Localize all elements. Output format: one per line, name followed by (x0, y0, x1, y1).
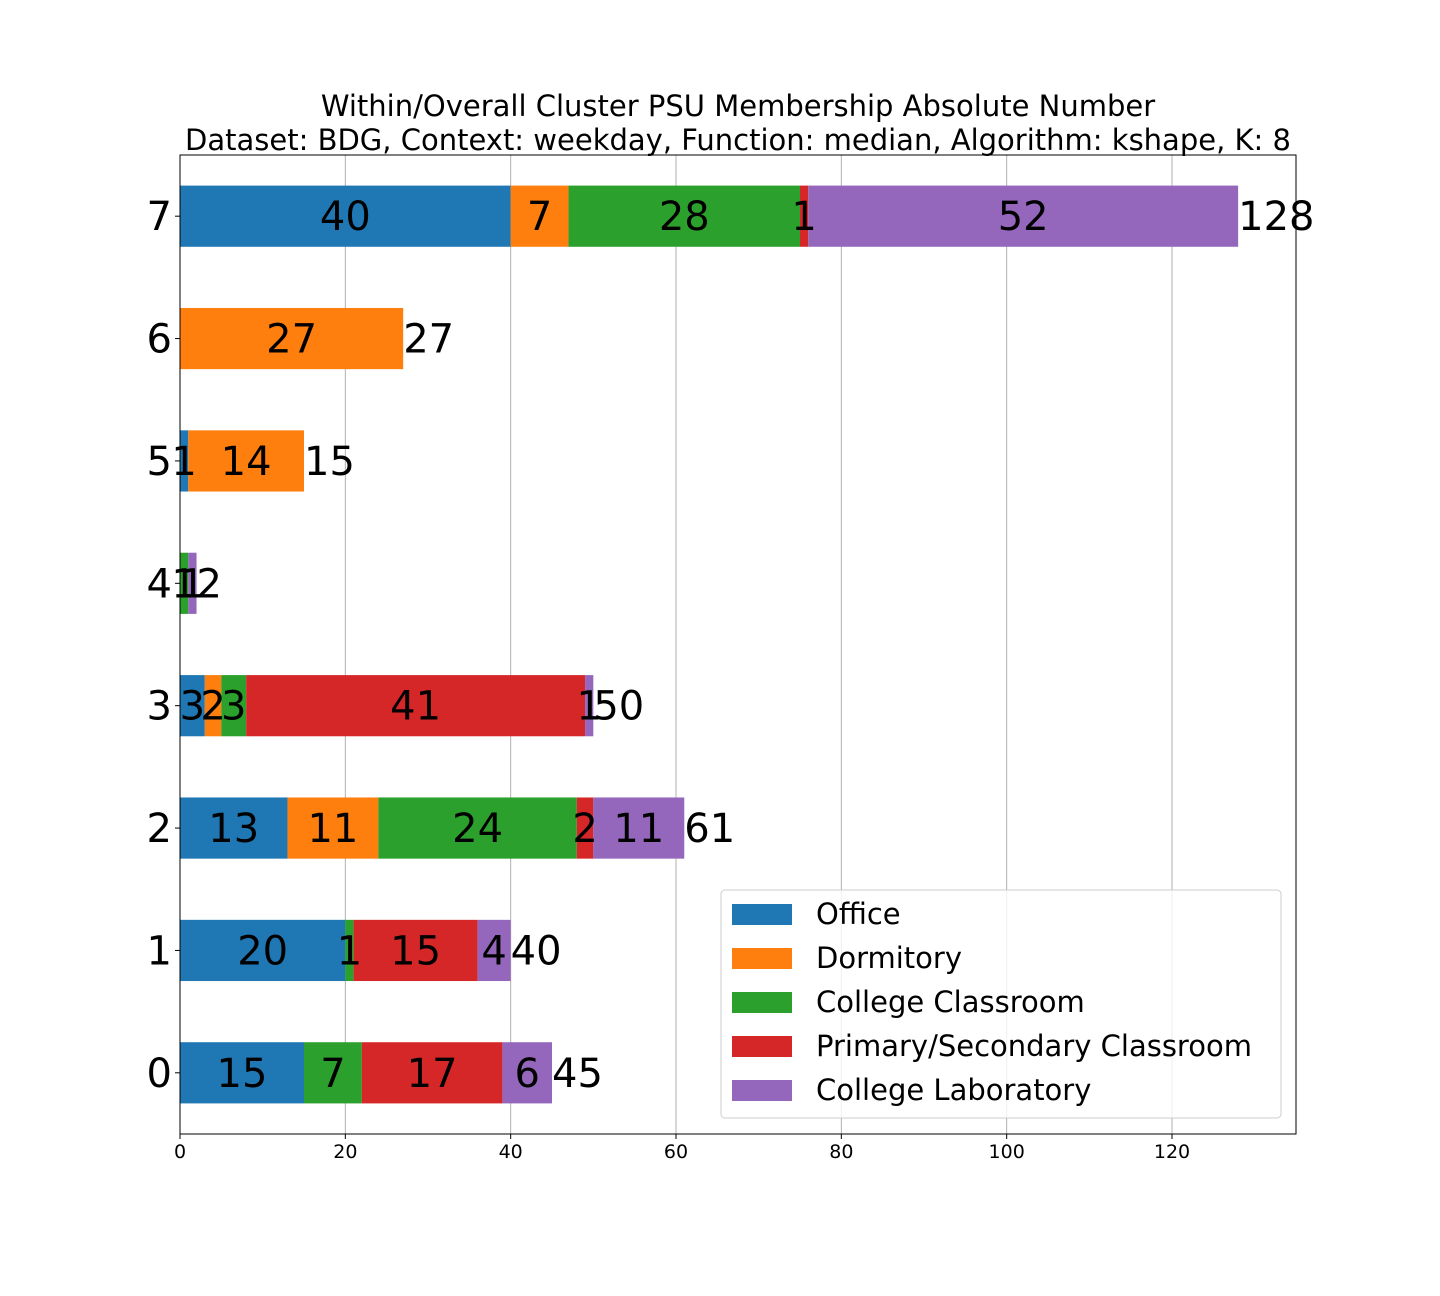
legend-swatch (732, 1036, 792, 1057)
legend-swatch (732, 904, 792, 925)
legend-entry: College Laboratory (816, 1073, 1091, 1107)
bar-segment (180, 307, 404, 370)
y-tick-label: 3 (147, 684, 172, 730)
legend-entry: College Classroom (816, 985, 1085, 1019)
legend: Office Dormitory College Classroom Primary/… (720, 889, 1282, 1119)
data-label: 41 (390, 684, 441, 730)
data-label: 17 (407, 1051, 458, 1097)
total-label: 40 (511, 928, 562, 974)
bar-segment (378, 797, 577, 859)
data-label: 1 (171, 561, 196, 607)
bar-segment (188, 552, 197, 614)
data-label: 20 (237, 928, 288, 974)
bar-segment (361, 1042, 503, 1104)
chart-title: Within/Overall Cluster PSU Membership Ab… (321, 89, 1155, 123)
bar-segment (568, 185, 800, 247)
bar-segment (204, 675, 222, 737)
legend-swatch (732, 1080, 792, 1101)
y-axis: 0 1 2 3 4 5 6 7 (147, 194, 180, 1097)
legend-entry: Office (816, 897, 901, 931)
legend-swatch (732, 948, 792, 969)
plot-frame (179, 154, 1297, 1135)
x-tick-label: 20 (333, 1141, 357, 1163)
bar-segment (593, 797, 685, 859)
total-label: 2 (197, 561, 222, 607)
total-label: 50 (593, 684, 644, 730)
legend-swatch (732, 992, 792, 1013)
bar-segment (287, 797, 379, 859)
total-label: 27 (403, 317, 454, 363)
legend-box (720, 889, 1282, 1119)
data-label: 1 (180, 561, 205, 607)
legend-entry: Primary/Secondary Classroom (816, 1029, 1252, 1063)
data-label: 3 (221, 684, 246, 730)
data-label: 28 (659, 194, 710, 240)
data-label: 24 (452, 806, 503, 852)
bar-segment (345, 919, 354, 982)
bar-segment (585, 675, 594, 737)
y-tick-label: 1 (147, 928, 172, 974)
data-label: 40 (320, 194, 371, 240)
data-label: 15 (390, 928, 441, 974)
bars (180, 185, 1239, 1104)
data-label: 6 (514, 1051, 539, 1097)
bar-segment (180, 797, 288, 859)
bar-segment (510, 185, 569, 247)
data-label: 11 (613, 806, 664, 852)
total-label: 45 (552, 1051, 603, 1097)
bar-segment (221, 675, 247, 737)
data-label: 27 (266, 317, 317, 363)
y-tick-label: 2 (147, 806, 172, 852)
y-tick-label: 5 (147, 439, 172, 485)
data-label: 4 (481, 928, 506, 974)
data-label: 2 (200, 684, 225, 730)
bar-segment (180, 1042, 304, 1104)
data-label: 15 (217, 1051, 268, 1097)
y-tick-label: 6 (147, 317, 172, 363)
data-label: 3 (180, 684, 205, 730)
legend-entry: Dormitory (816, 941, 962, 975)
x-axis: 0 20 40 60 80 100 120 (174, 1134, 1190, 1163)
x-tick-label: 60 (664, 1141, 688, 1163)
chart-subtitle: Dataset: BDG, Context: weekday, Function… (185, 123, 1291, 157)
data-label: 52 (998, 194, 1049, 240)
data-label: 1 (576, 684, 601, 730)
bar-segment (502, 1042, 552, 1104)
total-label: 128 (1238, 194, 1314, 240)
bar-segment (353, 919, 478, 982)
data-label: 2 (572, 806, 597, 852)
bar-segment (180, 185, 511, 247)
x-tick-label: 40 (499, 1141, 523, 1163)
bar-segment (808, 185, 1239, 247)
bar-segment (800, 185, 809, 247)
total-label: 61 (684, 806, 735, 852)
y-tick-label: 7 (147, 194, 172, 240)
data-label: 14 (221, 439, 272, 485)
bar-segment (180, 919, 346, 982)
bar-segment (304, 1042, 362, 1104)
x-tick-label: 80 (829, 1141, 853, 1163)
y-tick-label: 4 (147, 561, 172, 607)
bar-segment (477, 919, 511, 982)
data-label: 7 (320, 1051, 345, 1097)
bar-segment (180, 430, 189, 492)
bar-segment (576, 797, 594, 859)
bar-segment (180, 552, 189, 614)
data-label: 13 (208, 806, 259, 852)
bar-segment (180, 675, 205, 737)
x-tick-label: 120 (1154, 1141, 1190, 1163)
bar-segment (188, 430, 304, 492)
data-label: 1 (171, 439, 196, 485)
total-label: 15 (304, 439, 355, 485)
x-tick-label: 100 (989, 1141, 1025, 1163)
bar-segment (246, 675, 586, 737)
x-tick-label: 0 (174, 1141, 186, 1163)
data-label: 11 (307, 806, 358, 852)
y-tick-label: 0 (147, 1051, 172, 1097)
data-label: 1 (791, 194, 816, 240)
data-label: 1 (337, 928, 362, 974)
data-label: 7 (527, 194, 552, 240)
